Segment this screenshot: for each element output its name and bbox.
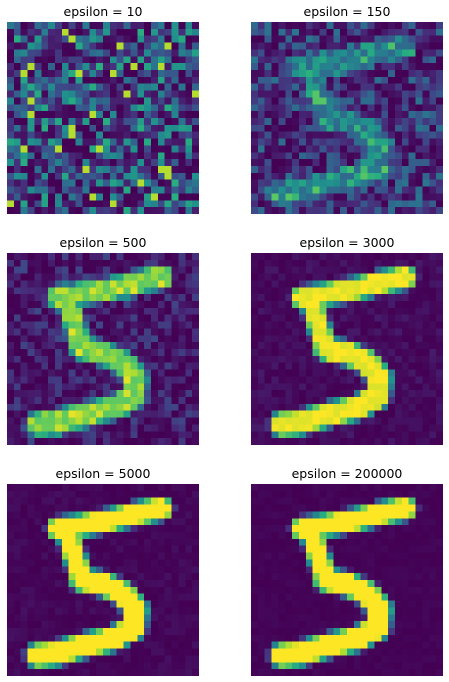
panel-title: epsilon = 5000 (55, 466, 151, 481)
noisy-digit-image (7, 22, 199, 214)
noisy-digit-image (7, 253, 199, 445)
noisy-digit-image (251, 484, 443, 676)
noisy-digit-image (7, 484, 199, 676)
panel-title: epsilon = 500 (59, 235, 147, 250)
panel-title: epsilon = 3000 (299, 235, 395, 250)
panel-title: epsilon = 10 (63, 4, 143, 19)
panel-title: epsilon = 200000 (291, 466, 403, 481)
noisy-digit-image (251, 22, 443, 214)
panel-title: epsilon = 150 (303, 4, 391, 19)
noisy-digit-image (251, 253, 443, 445)
